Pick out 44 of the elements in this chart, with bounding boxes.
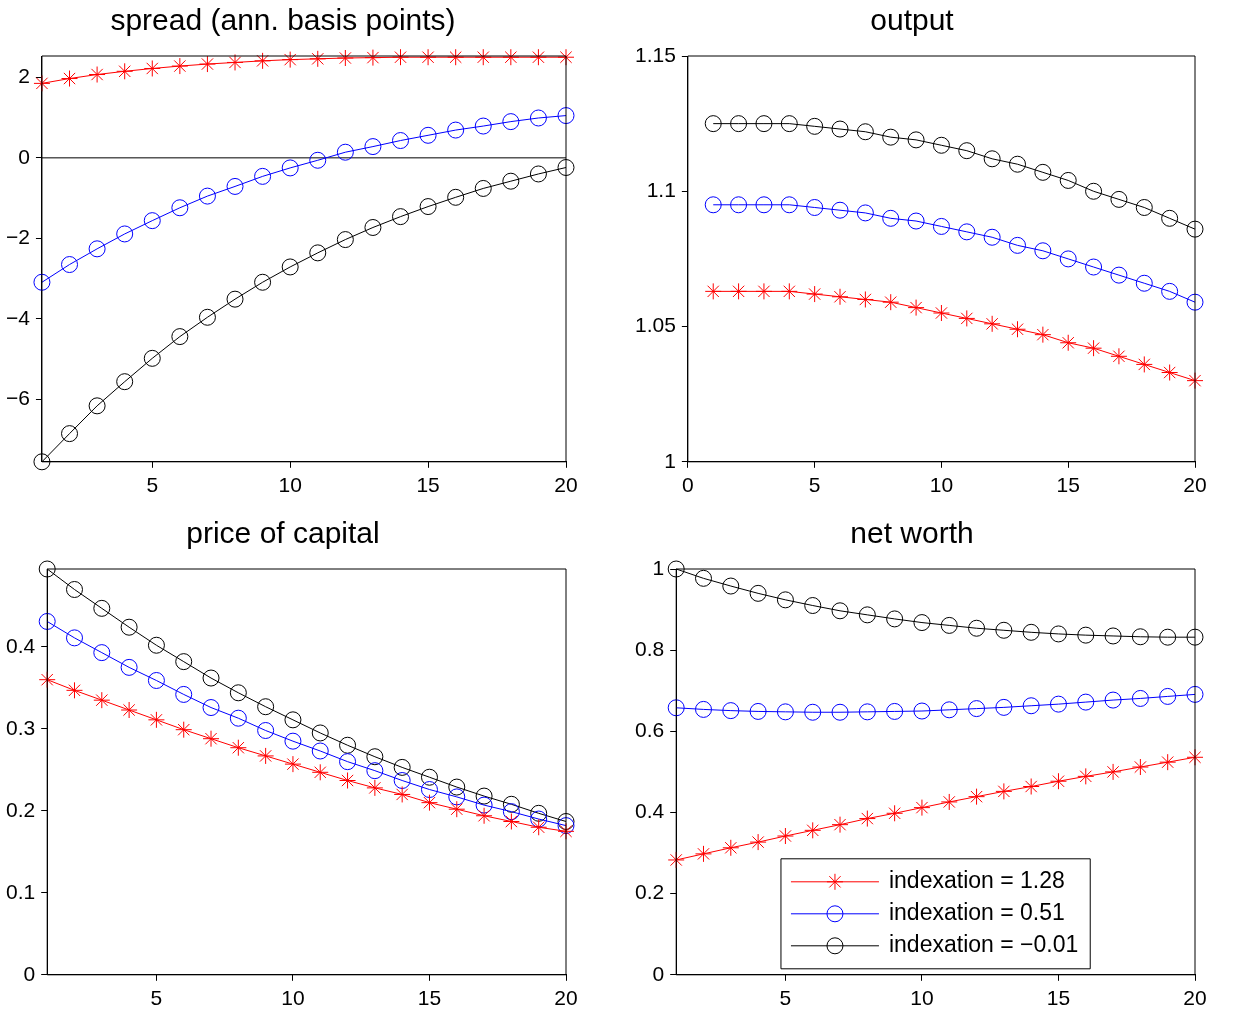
y-tick-label: 2 (18, 64, 30, 88)
x-tick-label: 5 (808, 473, 821, 497)
y-tick-label: 0 (23, 961, 36, 985)
x-tick-label: 20 (1183, 473, 1207, 497)
x-tick-label: 5 (779, 986, 792, 1010)
x-tick-label: 15 (1056, 473, 1080, 497)
y-tick-label: 0.1 (5, 879, 36, 903)
y-tick-label: 0.4 (634, 799, 665, 823)
y-tick-label: 1.1 (646, 178, 676, 202)
y-tick-label: 1.15 (635, 42, 676, 66)
x-tick-label: 5 (146, 473, 159, 497)
x-tick-label: 5 (150, 986, 163, 1010)
x-tick-label: 10 (910, 986, 934, 1010)
x-tick-label: 0 (682, 473, 694, 497)
y-tick-label: 0.8 (634, 636, 665, 660)
y-tick-label: 0 (652, 961, 665, 985)
legend-label: indexation = 0.51 (888, 899, 1065, 926)
chart-title: net worth (850, 516, 974, 550)
x-tick-label: 10 (278, 473, 302, 497)
y-tick-label: 0.2 (5, 797, 36, 821)
legend-label: indexation = 1.28 (888, 867, 1065, 894)
x-tick-label: 15 (1046, 986, 1071, 1010)
chart-title: spread (ann. basis points) (110, 3, 456, 37)
x-tick-label: 10 (929, 473, 954, 497)
chart-title: output (870, 3, 955, 37)
y-tick-label: 0.3 (5, 715, 36, 739)
x-tick-label: 20 (1183, 986, 1207, 1010)
legend-label: indexation = −0.01 (888, 931, 1079, 958)
y-tick-label: 1.05 (635, 313, 676, 337)
y-tick-label: 0.4 (5, 633, 36, 657)
x-tick-label: 20 (554, 473, 578, 497)
y-tick-label: 0 (18, 144, 30, 168)
y-tick-label: 0.2 (634, 880, 665, 904)
y-tick-label: 0.6 (634, 718, 665, 742)
x-tick-label: 10 (281, 986, 305, 1010)
x-tick-label: 15 (416, 473, 440, 497)
chart-title: price of capital (186, 516, 380, 550)
y-tick-label: −2 (5, 225, 30, 249)
y-tick-label: 1 (664, 448, 676, 472)
x-tick-label: 20 (554, 986, 578, 1010)
y-tick-label: −4 (5, 305, 31, 329)
y-tick-label: 1 (652, 555, 665, 579)
x-tick-label: 15 (417, 986, 442, 1010)
y-tick-label: −6 (5, 386, 30, 410)
